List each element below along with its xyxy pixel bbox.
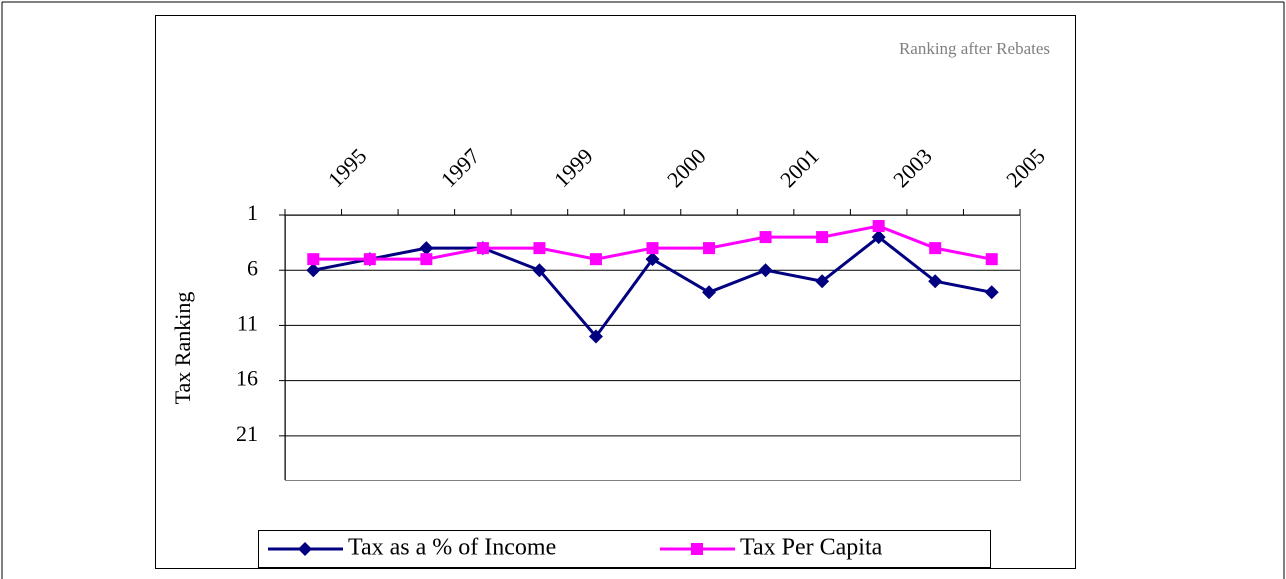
x-tick-label: 1999 bbox=[549, 143, 598, 192]
marker bbox=[703, 242, 716, 255]
marker bbox=[815, 274, 830, 289]
marker bbox=[476, 242, 489, 255]
marker bbox=[588, 329, 603, 344]
marker bbox=[419, 241, 434, 256]
marker bbox=[758, 263, 773, 278]
legend-marker bbox=[298, 542, 312, 556]
marker bbox=[420, 253, 433, 266]
marker bbox=[984, 285, 999, 300]
annotation: Ranking after Rebates bbox=[899, 39, 1050, 58]
legend-marker bbox=[691, 543, 703, 555]
marker bbox=[646, 242, 659, 255]
marker bbox=[306, 263, 321, 278]
x-tick-label: 1997 bbox=[436, 143, 485, 192]
x-tick-label: 2001 bbox=[775, 143, 824, 192]
y-tick-label: 1 bbox=[247, 200, 258, 225]
marker bbox=[872, 220, 885, 233]
chart-area bbox=[155, 15, 1076, 569]
marker bbox=[759, 231, 772, 244]
marker bbox=[928, 274, 943, 289]
y-tick-label: 16 bbox=[236, 366, 258, 391]
y-tick-label: 11 bbox=[237, 310, 258, 335]
legend-label: Tax Per Capita bbox=[740, 535, 883, 561]
x-tick-label: 2003 bbox=[888, 143, 937, 192]
marker bbox=[871, 230, 886, 245]
marker bbox=[645, 252, 660, 267]
marker bbox=[929, 242, 942, 255]
y-tick-label: 21 bbox=[236, 421, 258, 446]
marker bbox=[816, 231, 829, 244]
x-tick-label: 1995 bbox=[323, 143, 372, 192]
x-tick-label: 2005 bbox=[1001, 143, 1050, 192]
marker bbox=[363, 253, 376, 266]
y-tick-label: 6 bbox=[247, 255, 258, 280]
y-axis-label: Tax Ranking bbox=[170, 292, 195, 405]
marker bbox=[532, 263, 547, 278]
legend-label: Tax as a % of Income bbox=[348, 535, 556, 561]
legend bbox=[258, 530, 991, 568]
x-tick-label: 2000 bbox=[662, 143, 711, 192]
marker bbox=[533, 242, 546, 255]
marker bbox=[307, 253, 320, 266]
marker bbox=[702, 285, 717, 300]
marker bbox=[589, 253, 602, 266]
marker bbox=[985, 253, 998, 266]
